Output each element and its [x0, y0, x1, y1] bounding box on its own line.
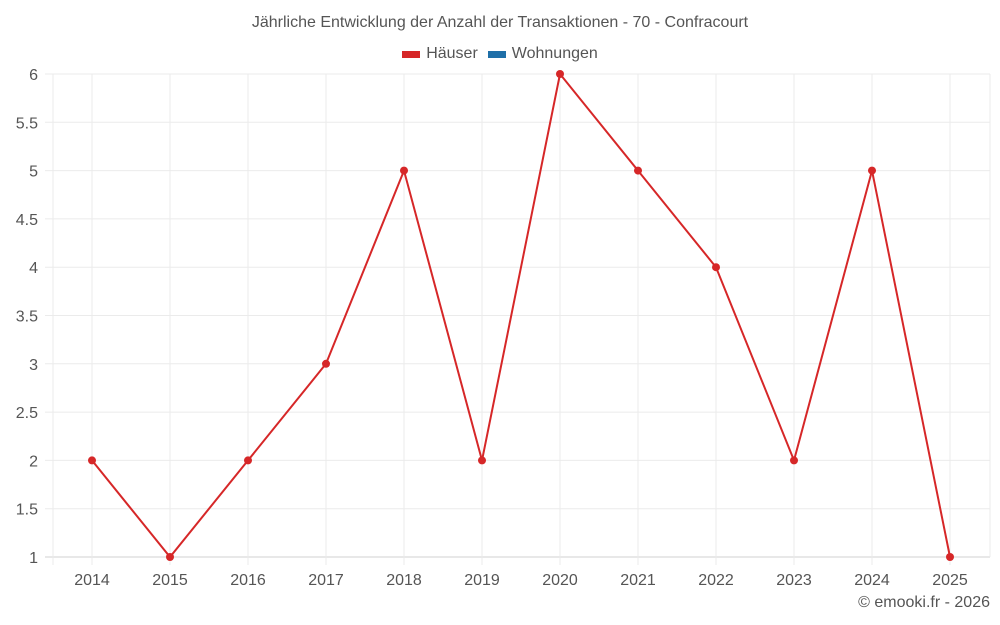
- x-tick-label: 2016: [230, 572, 266, 589]
- y-tick-label: 3: [29, 357, 38, 374]
- y-tick-label: 1: [29, 550, 38, 567]
- copyright-credit: © emooki.fr - 2026: [858, 594, 990, 611]
- x-tick-label: 2025: [932, 572, 968, 589]
- chart-legend: Häuser Wohnungen: [0, 45, 1000, 63]
- x-tick-label: 2019: [464, 572, 500, 589]
- x-tick-label: 2014: [74, 572, 110, 589]
- y-tick-label: 1.5: [16, 502, 38, 519]
- data-point: [556, 70, 564, 78]
- series-line: [91, 71, 951, 559]
- data-point: [322, 359, 330, 368]
- legend-item-haeuser[interactable]: Häuser: [402, 45, 478, 63]
- x-tick-label: 2022: [698, 572, 734, 589]
- y-tick-label: 6: [29, 67, 38, 84]
- y-tick-label: 5.5: [16, 115, 38, 132]
- data-point: [946, 553, 954, 561]
- data-point: [244, 456, 252, 465]
- y-tick-label: 4: [29, 260, 38, 277]
- data-point: [634, 166, 642, 175]
- x-tick-label: 2023: [776, 572, 812, 589]
- legend-label-haeuser: Häuser: [426, 45, 478, 62]
- x-tick-label: 2021: [620, 572, 656, 589]
- x-tick-label: 2015: [152, 572, 188, 589]
- y-tick-label: 4.5: [16, 212, 38, 229]
- y-tick-label: 2: [29, 453, 38, 470]
- x-tick-label: 2017: [308, 572, 344, 589]
- legend-label-wohnungen: Wohnungen: [511, 45, 598, 62]
- data-point: [88, 456, 96, 465]
- x-tick-label: 2020: [542, 572, 578, 589]
- data-point: [712, 263, 720, 272]
- data-point: [166, 553, 174, 561]
- y-tick-label: 2.5: [16, 405, 38, 422]
- data-point: [790, 456, 798, 465]
- y-tick-label: 5: [29, 164, 38, 181]
- legend-item-wohnungen[interactable]: Wohnungen: [487, 45, 598, 63]
- data-point: [400, 166, 408, 175]
- data-point: [478, 456, 486, 465]
- data-point: [868, 166, 876, 175]
- y-tick-label: 3.5: [16, 309, 38, 326]
- x-tick-label: 2018: [386, 572, 422, 589]
- legend-swatch-haeuser: [402, 50, 421, 58]
- chart-title: Jährliche Entwicklung der Anzahl der Tra…: [251, 14, 749, 31]
- x-tick-label: 2024: [854, 572, 890, 589]
- legend-swatch-wohnungen: [487, 50, 506, 58]
